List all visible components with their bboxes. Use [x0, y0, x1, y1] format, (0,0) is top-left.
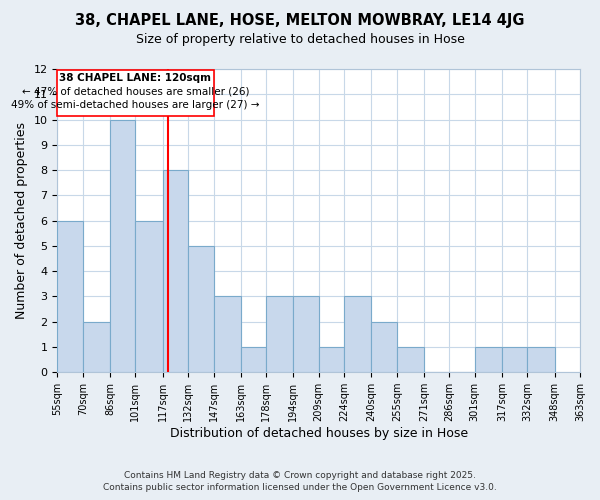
- Bar: [502, 347, 527, 372]
- Text: 38 CHAPEL LANE: 120sqm: 38 CHAPEL LANE: 120sqm: [59, 73, 211, 83]
- Bar: [397, 347, 424, 372]
- Bar: [241, 347, 266, 372]
- Text: 49% of semi-detached houses are larger (27) →: 49% of semi-detached houses are larger (…: [11, 100, 260, 110]
- Bar: [293, 296, 319, 372]
- Bar: [58, 220, 83, 372]
- Bar: [83, 322, 110, 372]
- Bar: [344, 296, 371, 372]
- Text: 38, CHAPEL LANE, HOSE, MELTON MOWBRAY, LE14 4JG: 38, CHAPEL LANE, HOSE, MELTON MOWBRAY, L…: [75, 12, 525, 28]
- Bar: [266, 296, 293, 372]
- Bar: [163, 170, 188, 372]
- Y-axis label: Number of detached properties: Number of detached properties: [15, 122, 28, 319]
- Bar: [319, 347, 344, 372]
- X-axis label: Distribution of detached houses by size in Hose: Distribution of detached houses by size …: [170, 427, 468, 440]
- Text: Contains public sector information licensed under the Open Government Licence v3: Contains public sector information licen…: [103, 484, 497, 492]
- Bar: [136, 220, 163, 372]
- Text: ← 47% of detached houses are smaller (26): ← 47% of detached houses are smaller (26…: [22, 86, 249, 97]
- Text: Contains HM Land Registry data © Crown copyright and database right 2025.: Contains HM Land Registry data © Crown c…: [124, 471, 476, 480]
- Bar: [214, 296, 241, 372]
- Bar: [475, 347, 502, 372]
- Text: Size of property relative to detached houses in Hose: Size of property relative to detached ho…: [136, 32, 464, 46]
- FancyBboxPatch shape: [58, 70, 214, 116]
- Bar: [527, 347, 554, 372]
- Bar: [371, 322, 397, 372]
- Bar: [110, 120, 136, 372]
- Bar: [188, 246, 214, 372]
